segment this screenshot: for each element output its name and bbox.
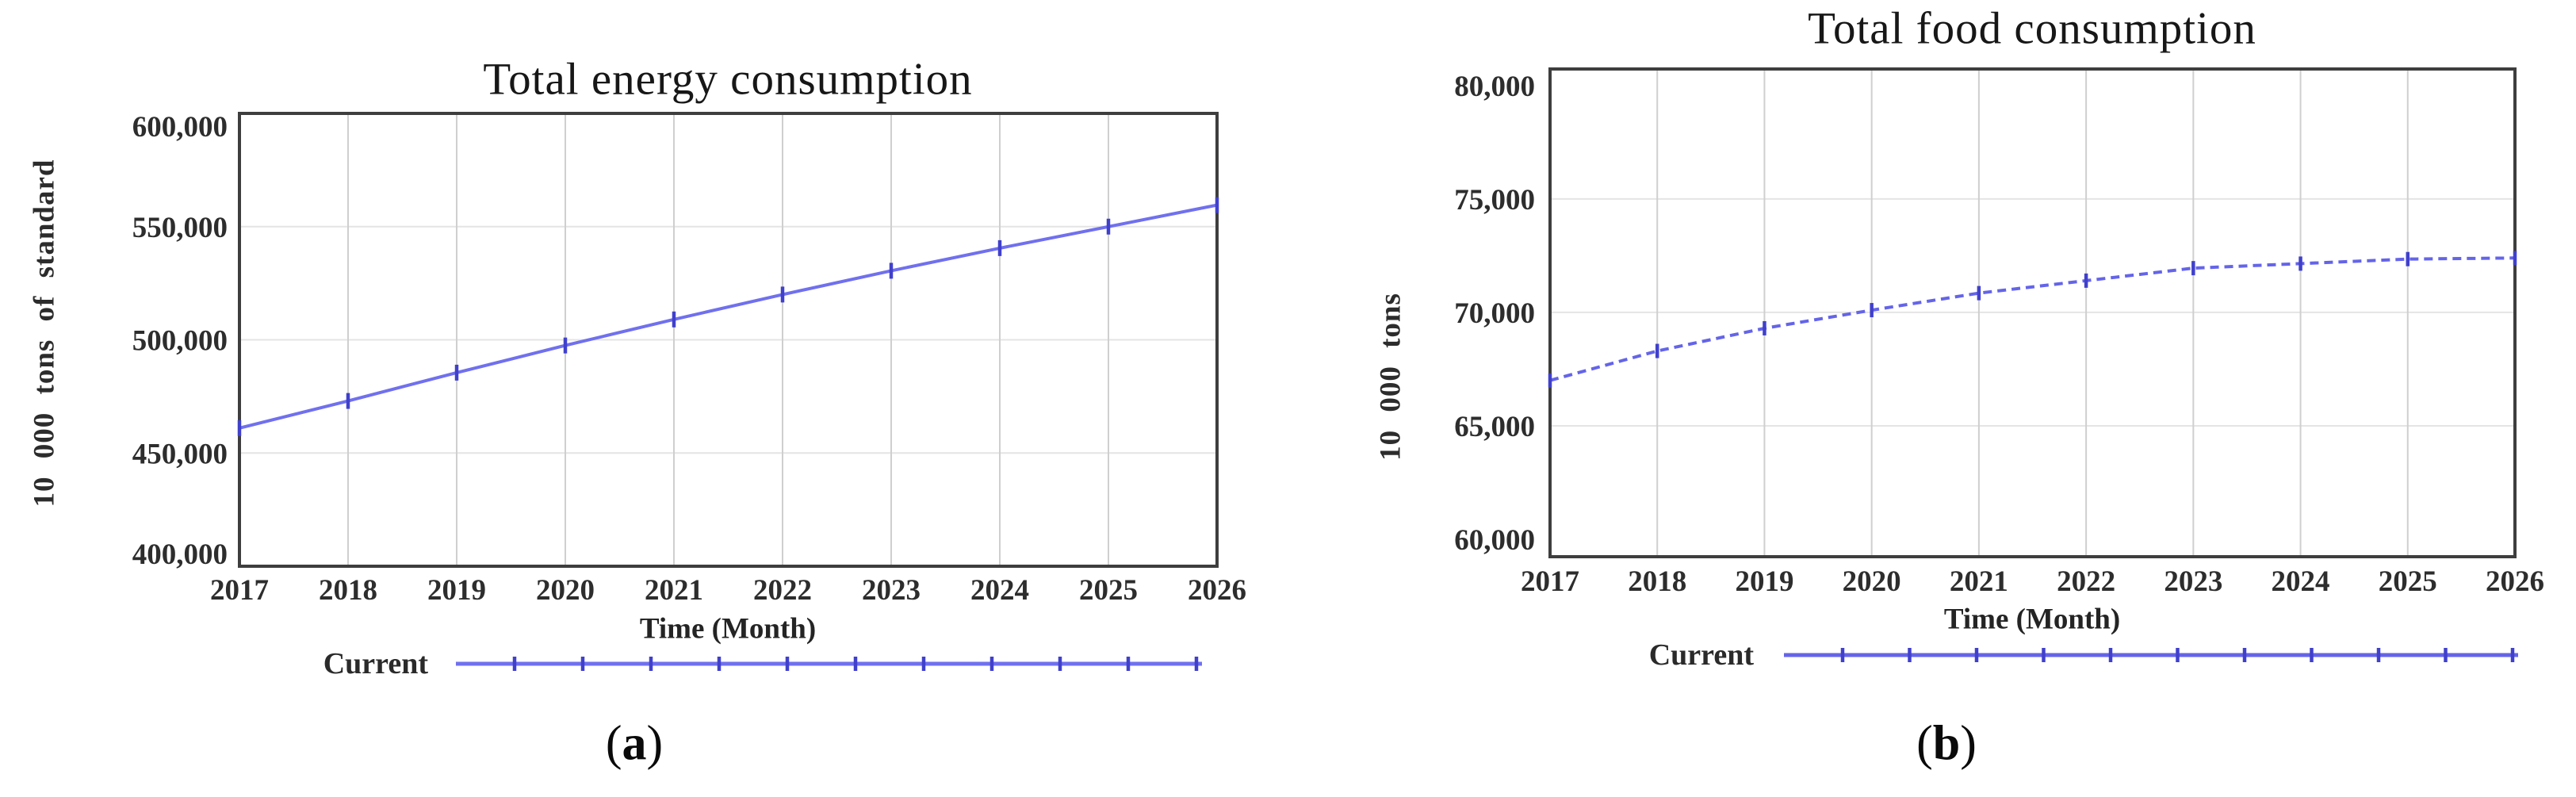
x-tick-label: 2019 — [1735, 565, 1793, 598]
x-tick-label: 2022 — [753, 574, 812, 607]
y-tick-label: 75,000 — [1454, 184, 1535, 216]
x-tick-label: 2025 — [1079, 574, 1138, 607]
chart-a-title: Total energy consumption — [483, 54, 973, 105]
plot-frame — [238, 112, 1219, 568]
x-tick-label: 2017 — [1521, 565, 1579, 598]
chart-b-x-axis-label: Time (Month) — [1943, 603, 2121, 636]
x-tick-label: 2019 — [427, 574, 486, 607]
y-tick-label: 70,000 — [1454, 297, 1535, 330]
caption-paren: ( — [1916, 716, 1933, 771]
y-tick-label: 400,000 — [132, 538, 228, 571]
caption-paren: ( — [605, 716, 622, 771]
x-tick-label: 2025 — [2379, 565, 2437, 598]
y-tick-label: 65,000 — [1454, 411, 1535, 443]
y-tick-label: 450,000 — [132, 438, 228, 470]
chart-b-title: Total food consumption — [1808, 3, 2256, 54]
chart-b-legend-label: Current — [1648, 638, 1754, 672]
y-tick-label: 600,000 — [132, 111, 228, 144]
y-tick-label: 500,000 — [132, 325, 228, 358]
x-tick-label: 2021 — [645, 574, 703, 607]
y-tick-label: 80,000 — [1454, 71, 1535, 103]
x-tick-label: 2022 — [2057, 565, 2115, 598]
x-tick-label: 2023 — [862, 574, 921, 607]
plot-frame — [1548, 67, 2517, 558]
chart-a-y-axis-label: 10 000 tons of standard — [28, 159, 61, 508]
x-tick-label: 2024 — [970, 574, 1029, 607]
series-line-current — [239, 203, 1218, 430]
x-tick-label: 2023 — [2164, 565, 2222, 598]
chart-a-x-axis-label: Time (Month) — [639, 612, 817, 646]
x-tick-label: 2018 — [1628, 565, 1686, 598]
x-tick-label: 2020 — [536, 574, 595, 607]
x-tick-label: 2018 — [319, 574, 377, 607]
x-tick-label: 2026 — [1188, 574, 1246, 607]
x-tick-label: 2026 — [2486, 565, 2544, 598]
figure-a-caption: (a) — [606, 716, 663, 772]
chart-b-y-axis-label: 10 000 tons — [1374, 293, 1407, 461]
x-tick-label: 2017 — [210, 574, 269, 607]
chart-a-legend-label: Current — [323, 647, 428, 680]
series-line-current — [1549, 256, 2516, 382]
y-tick-label: 550,000 — [132, 212, 228, 244]
x-tick-label: 2020 — [1843, 565, 1901, 598]
x-tick-label: 2024 — [2272, 565, 2330, 598]
figure-b-caption: (b) — [1916, 716, 1977, 772]
caption-letter: b — [1932, 716, 1961, 771]
caption-paren: ) — [1960, 716, 1977, 771]
y-tick-label: 60,000 — [1454, 524, 1535, 557]
caption-paren: ) — [646, 716, 664, 771]
caption-letter: a — [622, 716, 647, 771]
x-tick-label: 2021 — [1950, 565, 2008, 598]
